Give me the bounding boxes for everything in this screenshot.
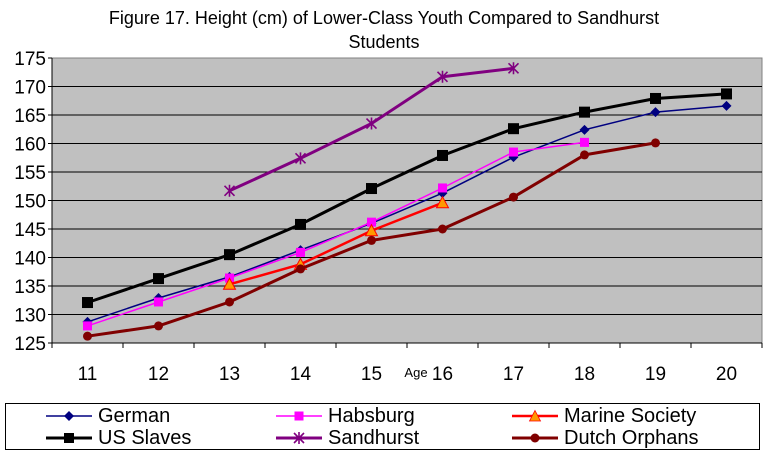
x-axis-label: Age xyxy=(404,365,427,380)
point-dutch-orphans-17 xyxy=(509,192,518,202)
x-tick-label-16: 16 xyxy=(432,364,453,385)
legend-label-habsburg: Habsburg xyxy=(328,404,415,427)
y-tick-label-175: 175 xyxy=(14,49,46,70)
point-sandhurst-14 xyxy=(294,152,307,165)
x-tick-label-13: 13 xyxy=(219,364,240,385)
point-dutch-orphans-11 xyxy=(83,331,92,341)
point-german-20 xyxy=(721,100,732,111)
x-tick-label-19: 19 xyxy=(645,364,666,385)
x-tick-label-18: 18 xyxy=(574,364,595,385)
legend-label-marine-society: Marine Society xyxy=(564,404,697,427)
series-us-slaves xyxy=(82,88,732,309)
series-line-german xyxy=(87,105,727,323)
point-sandhurst-13 xyxy=(223,184,236,197)
point-marine-society-13 xyxy=(222,277,237,290)
series-line-us-slaves xyxy=(87,92,727,304)
point-dutch-orphans-14 xyxy=(296,264,305,274)
point-us-slaves-14 xyxy=(295,218,306,230)
legend-item-german: German xyxy=(46,405,170,427)
point-us-slaves-16 xyxy=(437,149,448,161)
series-dutch-orphans xyxy=(83,138,660,341)
legend-item-sandhurst: Sandhurst xyxy=(276,427,419,449)
legend-item-marine-society: Marine Society xyxy=(512,405,696,427)
y-tick-label-155: 155 xyxy=(14,163,46,184)
point-dutch-orphans-15 xyxy=(367,235,376,245)
y-tick-label-165: 165 xyxy=(14,106,46,127)
point-sandhurst-16 xyxy=(436,70,449,83)
y-tick-label-140: 140 xyxy=(14,249,46,270)
chart-title-line-1: Figure 17. Height (cm) of Lower-Class Yo… xyxy=(108,8,660,28)
legend-swatch-dutch-orphans xyxy=(512,433,558,443)
point-dutch-orphans-16 xyxy=(438,224,447,234)
point-german-18 xyxy=(579,124,590,135)
y-tick-label-130: 130 xyxy=(14,306,46,327)
legend: German Habsburg Marine Society US Slaves… xyxy=(5,403,760,450)
chart-title-line-2: Students xyxy=(348,32,420,52)
legend-item-us-slaves: US Slaves xyxy=(46,427,191,449)
legend-label-us-slaves: US Slaves xyxy=(98,426,192,449)
x-tick-label-11: 11 xyxy=(78,364,98,385)
x-tick-label-15: 15 xyxy=(361,364,382,385)
point-dutch-orphans-13 xyxy=(225,297,234,307)
y-tick-label-160: 160 xyxy=(14,135,46,156)
x-tick-label-17: 17 xyxy=(503,364,524,385)
x-tick-label-20: 20 xyxy=(716,364,737,385)
legend-swatch-marine-society xyxy=(512,409,558,422)
point-us-slaves-17 xyxy=(508,123,519,135)
legend-label-dutch-orphans: Dutch Orphans xyxy=(564,426,699,449)
point-habsburg-12 xyxy=(154,297,163,307)
y-tick-label-150: 150 xyxy=(14,192,46,213)
y-tick-label-125: 125 xyxy=(14,334,46,355)
point-us-slaves-15 xyxy=(366,183,377,195)
y-tick-label-135: 135 xyxy=(14,277,46,298)
point-us-slaves-19 xyxy=(650,92,661,104)
point-us-slaves-11 xyxy=(82,297,93,309)
legend-swatch-us-slaves xyxy=(46,433,92,443)
point-us-slaves-13 xyxy=(224,249,235,261)
point-dutch-orphans-12 xyxy=(154,321,163,331)
x-tick-label-12: 12 xyxy=(148,364,169,385)
legend-swatch-german xyxy=(46,411,92,421)
point-habsburg-11 xyxy=(83,321,92,331)
x-tick-label-14: 14 xyxy=(290,364,312,385)
point-habsburg-14 xyxy=(296,247,305,257)
line-chart: 125 130 135 140 145 150 155 160 165 170 175 11 12 13… xyxy=(14,49,763,385)
point-habsburg-16 xyxy=(438,183,447,193)
point-us-slaves-20 xyxy=(721,88,732,100)
point-us-slaves-12 xyxy=(153,273,164,285)
point-dutch-orphans-19 xyxy=(651,138,660,148)
legend-label-sandhurst: Sandhurst xyxy=(328,426,420,449)
point-habsburg-18 xyxy=(580,137,589,147)
point-dutch-orphans-18 xyxy=(580,150,589,160)
legend-swatch-sandhurst xyxy=(276,432,322,444)
legend-swatch-habsburg xyxy=(276,411,322,421)
legend-label-german: German xyxy=(98,404,171,427)
y-tick-label-145: 145 xyxy=(14,220,46,241)
series-line-marine-society xyxy=(229,201,443,286)
point-sandhurst-17 xyxy=(507,62,520,75)
point-us-slaves-18 xyxy=(579,106,590,118)
point-habsburg-15 xyxy=(367,217,376,227)
legend-item-habsburg: Habsburg xyxy=(276,405,415,427)
series-line-habsburg xyxy=(87,141,585,327)
legend-item-dutch-orphans: Dutch Orphans xyxy=(512,427,699,449)
point-marine-society-16 xyxy=(435,195,450,209)
series-sandhurst xyxy=(223,62,520,197)
point-marine-society-15 xyxy=(364,223,379,237)
point-sandhurst-15 xyxy=(365,117,378,130)
point-german-19 xyxy=(650,107,661,118)
y-tick-label-170: 170 xyxy=(14,78,46,99)
point-habsburg-17 xyxy=(509,147,518,157)
